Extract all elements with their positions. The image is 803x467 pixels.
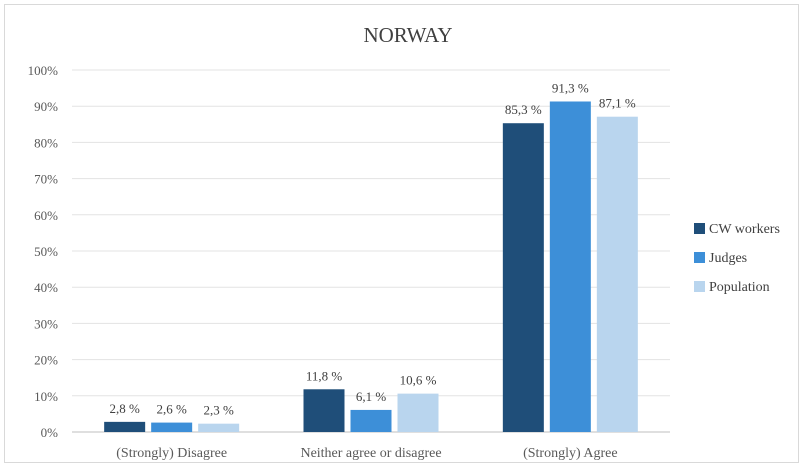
data-label: 87,1 % <box>599 96 636 111</box>
data-label: 2,6 % <box>156 402 187 417</box>
y-tick-label: 60% <box>34 208 58 223</box>
legend-label: Population <box>709 280 770 295</box>
data-label: 2,3 % <box>203 403 234 418</box>
y-tick-label: 40% <box>34 280 58 295</box>
data-label: 85,3 % <box>505 102 542 117</box>
x-tick-label: (Strongly) Agree <box>523 446 617 461</box>
y-tick-label: 0% <box>41 425 59 440</box>
bar-judges <box>151 422 193 432</box>
y-tick-label: 10% <box>34 389 58 404</box>
chart-title: NORWAY <box>363 23 452 47</box>
y-tick-label: 90% <box>34 99 58 114</box>
x-tick-label: (Strongly) Disagree <box>116 446 227 461</box>
data-label: 10,6 % <box>400 373 437 388</box>
y-tick-label: 80% <box>34 135 58 150</box>
y-tick-label: 30% <box>34 316 58 331</box>
data-label: 2,8 % <box>109 401 140 416</box>
x-tick-label: Neither agree or disagree <box>300 446 441 461</box>
legend: CW workers Judges Population <box>694 222 780 295</box>
data-label: 6,1 % <box>356 389 387 404</box>
bar-population <box>596 116 638 432</box>
bar-cw-workers <box>502 123 544 433</box>
bar-population <box>198 423 240 432</box>
bar-cw-workers <box>104 421 146 432</box>
data-labels: 2,8 % 2,6 % 2,3 % 11,8 % 6,1 % 10,6 % 85,3 % 91… <box>109 80 635 417</box>
bar-population <box>397 393 439 432</box>
legend-swatch <box>694 223 705 234</box>
legend-swatch <box>694 252 705 263</box>
y-axis: 0% 10% 20% 30% 40% 50% 60% 70% 80% 90% 100% <box>28 63 59 440</box>
legend-label: Judges <box>709 251 747 266</box>
data-label: 11,8 % <box>306 368 343 383</box>
chart-frame <box>4 4 799 463</box>
data-label: 91,3 % <box>552 80 589 95</box>
y-tick-label: 20% <box>34 353 58 368</box>
bar-cw-workers <box>303 389 345 432</box>
bar-judges <box>350 409 392 432</box>
bars <box>104 101 638 433</box>
bar-judges <box>549 101 591 432</box>
y-tick-label: 100% <box>28 63 59 78</box>
legend-swatch <box>694 281 705 292</box>
legend-label: CW workers <box>709 222 780 237</box>
x-axis: (Strongly) Disagree Neither agree or disa… <box>116 446 617 461</box>
y-tick-label: 70% <box>34 172 58 187</box>
y-tick-label: 50% <box>34 244 58 259</box>
